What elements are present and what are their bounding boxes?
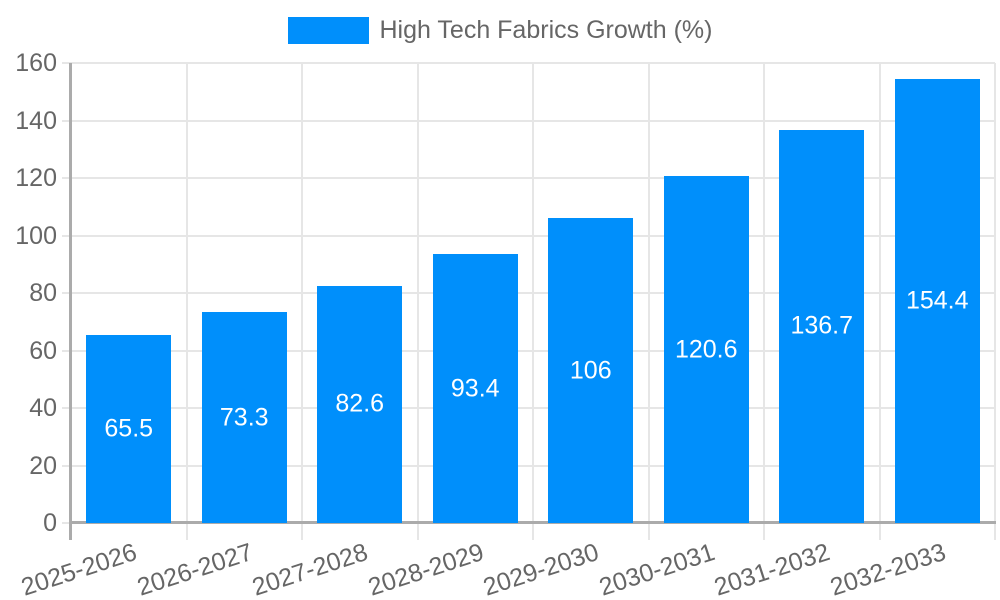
y-axis-tick bbox=[62, 464, 71, 467]
bar-value-label: 93.4 bbox=[450, 374, 500, 403]
y-axis-label: 40 bbox=[29, 394, 57, 422]
x-axis-label: 2032-2033 bbox=[826, 538, 949, 600]
x-axis-tick bbox=[416, 523, 419, 540]
v-gridline bbox=[532, 63, 534, 523]
y-axis-label: 120 bbox=[15, 164, 57, 192]
x-axis-label: 2025-2026 bbox=[18, 538, 141, 600]
y-axis-tick bbox=[62, 292, 71, 294]
bar-value-label: 120.6 bbox=[674, 335, 738, 364]
bar-value-label: 136.7 bbox=[790, 311, 854, 340]
y-axis-label: 20 bbox=[29, 451, 57, 480]
y-axis-tick bbox=[62, 522, 71, 524]
x-axis-label: 2029-2030 bbox=[480, 538, 603, 600]
y-axis-tick bbox=[62, 349, 71, 352]
bar-value-label: 82.6 bbox=[335, 389, 385, 418]
v-gridline bbox=[763, 63, 765, 523]
bar[interactable]: 93.4 bbox=[432, 254, 518, 523]
bar-value-label: 65.5 bbox=[104, 414, 154, 443]
v-gridline bbox=[185, 63, 188, 523]
legend-item[interactable]: High Tech Fabrics Growth (%) bbox=[0, 17, 1000, 44]
x-axis-tick bbox=[532, 523, 534, 540]
bar-value-label: 106 bbox=[569, 356, 612, 385]
bar[interactable]: 136.7 bbox=[779, 129, 865, 523]
y-axis-label: 100 bbox=[15, 221, 57, 250]
y-axis-tick bbox=[62, 407, 71, 409]
x-axis-tick bbox=[185, 523, 188, 540]
x-axis-label: 2028-2029 bbox=[364, 538, 487, 600]
bar[interactable]: 73.3 bbox=[201, 312, 287, 523]
y-axis-line bbox=[69, 63, 72, 540]
x-axis-label: 2026-2027 bbox=[133, 538, 256, 600]
x-axis-tick bbox=[301, 523, 303, 540]
legend-marker bbox=[287, 17, 369, 44]
y-axis-tick bbox=[62, 119, 71, 122]
y-axis-label: 140 bbox=[15, 106, 57, 135]
y-axis-label: 80 bbox=[29, 279, 57, 307]
v-gridline bbox=[301, 63, 303, 523]
bar-value-label: 73.3 bbox=[219, 403, 269, 432]
x-axis-label: 2027-2028 bbox=[249, 538, 372, 600]
y-axis-label: 0 bbox=[43, 509, 57, 537]
v-gridline bbox=[878, 63, 881, 523]
v-gridline bbox=[416, 63, 419, 523]
y-axis-tick bbox=[62, 62, 71, 64]
y-axis-label: 160 bbox=[15, 49, 57, 77]
y-axis-tick bbox=[62, 234, 71, 237]
bar[interactable]: 154.4 bbox=[894, 79, 980, 523]
x-axis-label: 2030-2031 bbox=[595, 538, 718, 600]
legend-label: High Tech Fabrics Growth (%) bbox=[379, 16, 713, 44]
y-axis-label: 60 bbox=[29, 336, 57, 365]
v-gridline bbox=[994, 63, 996, 523]
v-gridline bbox=[647, 63, 650, 523]
x-axis-tick bbox=[878, 523, 881, 540]
bar[interactable]: 120.6 bbox=[663, 176, 749, 523]
x-axis-tick bbox=[994, 523, 996, 540]
bar[interactable]: 82.6 bbox=[317, 285, 403, 523]
x-axis-tick bbox=[763, 523, 765, 540]
bar[interactable]: 106 bbox=[548, 218, 634, 523]
bar[interactable]: 65.5 bbox=[86, 334, 172, 523]
x-axis-tick bbox=[647, 523, 650, 540]
x-axis-line bbox=[69, 521, 996, 524]
y-axis-tick bbox=[62, 177, 71, 179]
bar-value-label: 154.4 bbox=[905, 286, 969, 315]
x-axis-label: 2031-2032 bbox=[711, 538, 834, 600]
